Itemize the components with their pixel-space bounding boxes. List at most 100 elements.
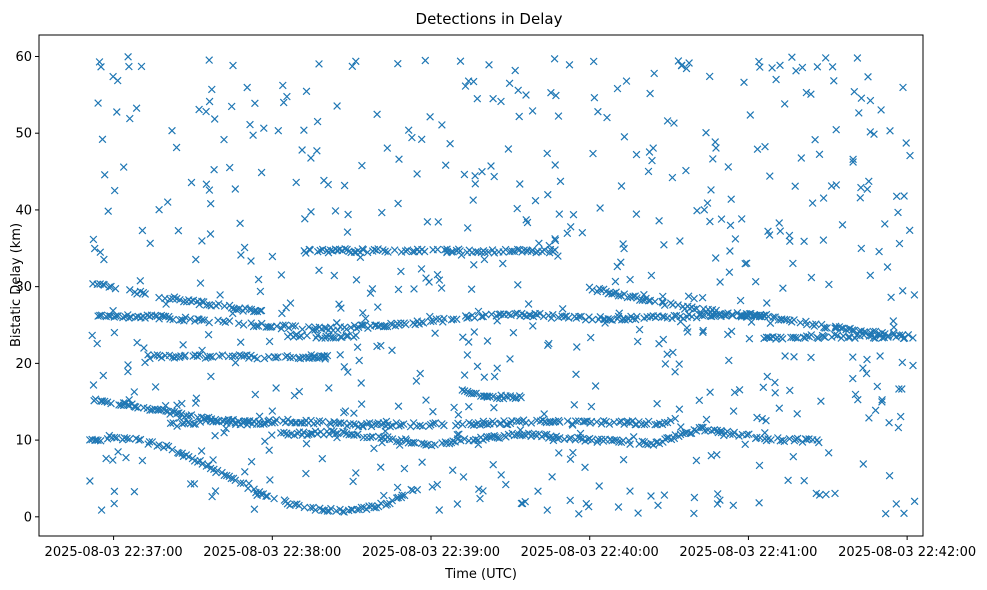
detection-point [524,300,533,308]
detection-point [700,205,709,214]
detection-point [815,491,824,499]
detection-point [753,145,762,154]
detection-point [288,321,297,330]
detection-point [198,237,206,245]
detection-point [177,399,186,408]
detection-point [894,208,902,217]
detection-point [551,236,560,245]
detection-point [626,440,634,449]
detection-point [313,247,322,256]
detection-point [394,493,403,502]
detection-point [459,473,468,481]
detection-point [507,311,515,320]
detection-point [648,156,656,165]
detection-point [712,144,720,152]
detection-point [119,313,127,322]
detection-point [487,162,495,170]
detection-point [862,369,871,378]
detection-point [761,142,769,151]
detection-point [179,297,188,306]
detection-point [490,172,499,181]
detection-point [778,334,787,343]
detection-point [702,128,710,137]
detection-point [596,312,605,321]
detection-point [449,437,457,445]
detection-point [353,505,361,514]
detection-point [423,217,432,226]
detection-point [234,319,243,328]
detection-point [105,283,114,291]
detection-point [588,315,597,324]
detection-point [274,126,283,135]
detection-point [864,177,873,186]
detection-point [260,354,269,363]
detection-point [366,433,375,442]
detection-point [378,438,386,447]
detection-point [433,270,442,279]
detection-point [904,330,913,339]
detection-point [906,151,914,160]
detection-point [110,487,119,496]
detection-point [443,245,451,254]
detection-point [340,181,349,190]
detection-point [311,323,320,332]
detection-point [112,312,120,320]
detection-point [614,503,623,511]
detection-point [349,420,358,428]
detection-point [198,297,206,306]
detection-point [175,414,184,423]
detection-point [510,247,519,256]
detection-point [151,383,160,391]
detection-point [644,417,653,426]
detection-point [325,430,334,439]
detection-point [489,392,497,401]
detection-point [401,320,410,329]
detection-point [402,436,411,445]
detection-point [291,322,300,330]
x-tick-label: 2025-08-03 22:42:00 [838,545,976,560]
detection-point [531,196,540,205]
detection-point [469,77,478,86]
detection-point [572,343,581,351]
detection-point [168,445,177,454]
detection-point [284,323,293,332]
detection-point [341,407,350,415]
detection-point [898,286,907,295]
detection-point [751,277,760,286]
detection-point [343,228,352,236]
detection-point [878,395,886,404]
detection-point [192,394,201,403]
y-tick-label: 60 [15,50,32,65]
detection-point [337,333,346,342]
detection-point [336,350,345,359]
detection-point [547,88,555,97]
detection-point [119,399,128,407]
detection-point [91,395,100,404]
detection-point [479,487,487,495]
detection-point [569,448,577,457]
y-tick-label: 30 [15,280,32,295]
detection-point [412,377,421,385]
detection-point [169,315,177,324]
detection-point [259,124,268,133]
detection-point [504,145,513,153]
detection-point [660,491,669,499]
detection-point [670,311,679,320]
detection-point [566,496,575,505]
detection-point [145,437,154,446]
detection-point [340,362,349,371]
detection-point [610,289,618,298]
detection-point [589,57,598,66]
detection-point [489,94,497,103]
detection-point [393,483,402,492]
detection-point [670,119,678,127]
detection-point [136,276,145,285]
detection-point [453,430,462,439]
detection-point [370,503,378,512]
detection-point [278,81,287,90]
detection-point [659,298,667,307]
detection-point [277,271,286,279]
detection-point [769,313,777,322]
detection-point [713,500,722,508]
detection-point [865,414,873,422]
